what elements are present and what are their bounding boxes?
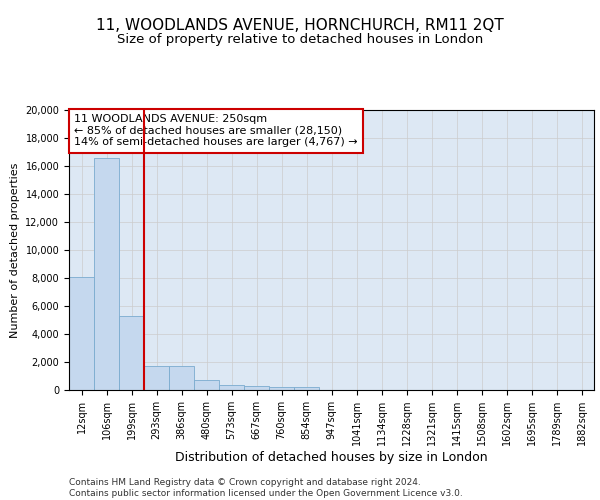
Bar [144, 366, 169, 390]
Text: Contains HM Land Registry data © Crown copyright and database right 2024.
Contai: Contains HM Land Registry data © Crown c… [69, 478, 463, 498]
Text: Size of property relative to detached houses in London: Size of property relative to detached ho… [117, 32, 483, 46]
X-axis label: Distribution of detached houses by size in London: Distribution of detached houses by size … [175, 451, 488, 464]
Bar [194, 380, 219, 390]
Bar [119, 316, 144, 390]
Bar [69, 276, 94, 390]
Bar [269, 387, 294, 390]
Y-axis label: Number of detached properties: Number of detached properties [10, 162, 20, 338]
Bar [294, 388, 319, 390]
Bar [169, 366, 194, 390]
Bar [244, 386, 269, 390]
Text: 11, WOODLANDS AVENUE, HORNCHURCH, RM11 2QT: 11, WOODLANDS AVENUE, HORNCHURCH, RM11 2… [96, 18, 504, 32]
Text: 11 WOODLANDS AVENUE: 250sqm
← 85% of detached houses are smaller (28,150)
14% of: 11 WOODLANDS AVENUE: 250sqm ← 85% of det… [74, 114, 358, 148]
Bar [219, 385, 244, 390]
Bar [94, 158, 119, 390]
